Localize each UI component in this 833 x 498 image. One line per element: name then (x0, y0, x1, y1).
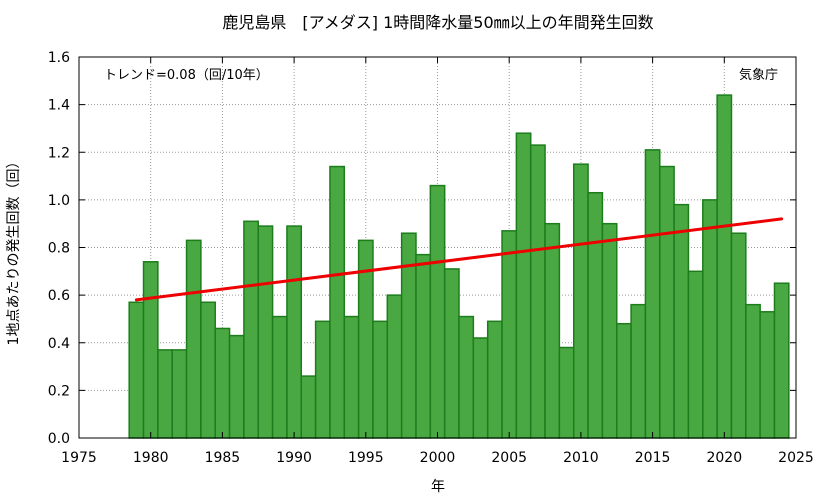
bar-2005 (501, 230, 518, 439)
bar-2018 (687, 270, 704, 439)
bar-1983 (185, 239, 202, 439)
bar-1986 (228, 334, 245, 439)
bar-2020 (716, 94, 733, 439)
bar-2015 (644, 149, 661, 439)
bar-1989 (271, 315, 288, 439)
y-tick-label: 0.4 (48, 336, 70, 352)
bar-1993 (329, 165, 346, 439)
y-tick-label: 0.6 (48, 288, 70, 304)
bar-2024 (773, 282, 790, 439)
bar-2023 (759, 311, 776, 439)
x-tick-label: 1980 (133, 450, 169, 466)
bar-1984 (200, 301, 216, 439)
bar-2014 (630, 303, 647, 439)
bar-2010 (572, 163, 589, 439)
trend-line (134, 217, 784, 302)
x-tick-label: 1975 (61, 450, 97, 466)
trend-line-group (134, 217, 784, 302)
x-tick-label: 2020 (706, 450, 742, 466)
bar-1990 (286, 225, 303, 439)
bar-1997 (386, 294, 403, 439)
bar-1991 (300, 375, 317, 439)
bar-1992 (314, 320, 331, 439)
bar-2019 (702, 199, 718, 439)
bar-2000 (429, 184, 446, 439)
bar-1981 (157, 349, 173, 439)
y-tick-label: 1.6 (48, 50, 70, 66)
y-tick-label: 0.2 (48, 383, 70, 399)
y-tick-labels: 0.0 0.2 0.4 0.6 0.8 1.0 1.2 1.4 1.6 (48, 50, 70, 447)
axis-ticks (78, 56, 797, 439)
bar-2006 (515, 132, 532, 439)
x-tick-label: 2005 (491, 450, 527, 466)
bar-1987 (243, 220, 260, 439)
bar-1996 (372, 320, 389, 439)
bar-2011 (587, 191, 604, 439)
bar-1988 (257, 225, 274, 439)
y-tick-label: 1.4 (48, 98, 70, 114)
bar-2007 (529, 144, 546, 439)
source-label: 気象庁 (739, 67, 778, 83)
x-tick-labels: 1975 1980 1985 1990 1995 2000 2005 2010 2015 2020… (61, 450, 814, 466)
bar-2008 (544, 222, 561, 439)
bar-2003 (472, 337, 489, 439)
y-tick-label: 0.8 (48, 241, 70, 257)
bar-2016 (659, 165, 675, 439)
y-axis-label: 1地点あたりの発生回数（回） (6, 155, 22, 346)
chart-title: 鹿児島県 [アメダス] 1時間降水量50㎜以上の年間発生回数 (222, 13, 653, 32)
bar-2002 (458, 315, 475, 439)
bar-2022 (745, 303, 761, 439)
x-tick-label: 2015 (635, 450, 671, 466)
y-tick-label: 1.0 (48, 193, 70, 209)
bar-2013 (616, 322, 632, 439)
trend-annotation: トレンド=0.08（回/10年） (104, 68, 269, 83)
bars (128, 94, 790, 439)
x-tick-label: 2025 (778, 450, 814, 466)
bar-1980 (142, 261, 159, 439)
x-tick-label: 1990 (276, 450, 312, 466)
y-tick-label: 0.0 (48, 431, 70, 447)
bar-1985 (214, 327, 231, 439)
x-axis-label: 年 (431, 479, 445, 495)
bar-2009 (558, 346, 575, 439)
x-tick-label: 2000 (420, 450, 456, 466)
x-tick-label: 1985 (205, 450, 241, 466)
bar-2001 (443, 268, 460, 439)
bar-1979 (128, 301, 145, 439)
y-tick-label: 1.2 (48, 145, 70, 161)
bar-1994 (343, 315, 360, 439)
x-tick-label: 2010 (563, 450, 599, 466)
bar-1982 (171, 349, 188, 439)
bar-2017 (673, 203, 690, 439)
bar-2004 (486, 320, 503, 439)
bar-2021 (730, 232, 747, 439)
x-tick-label: 1995 (348, 450, 384, 466)
bar-1999 (415, 253, 432, 439)
bar-2012 (601, 222, 618, 439)
